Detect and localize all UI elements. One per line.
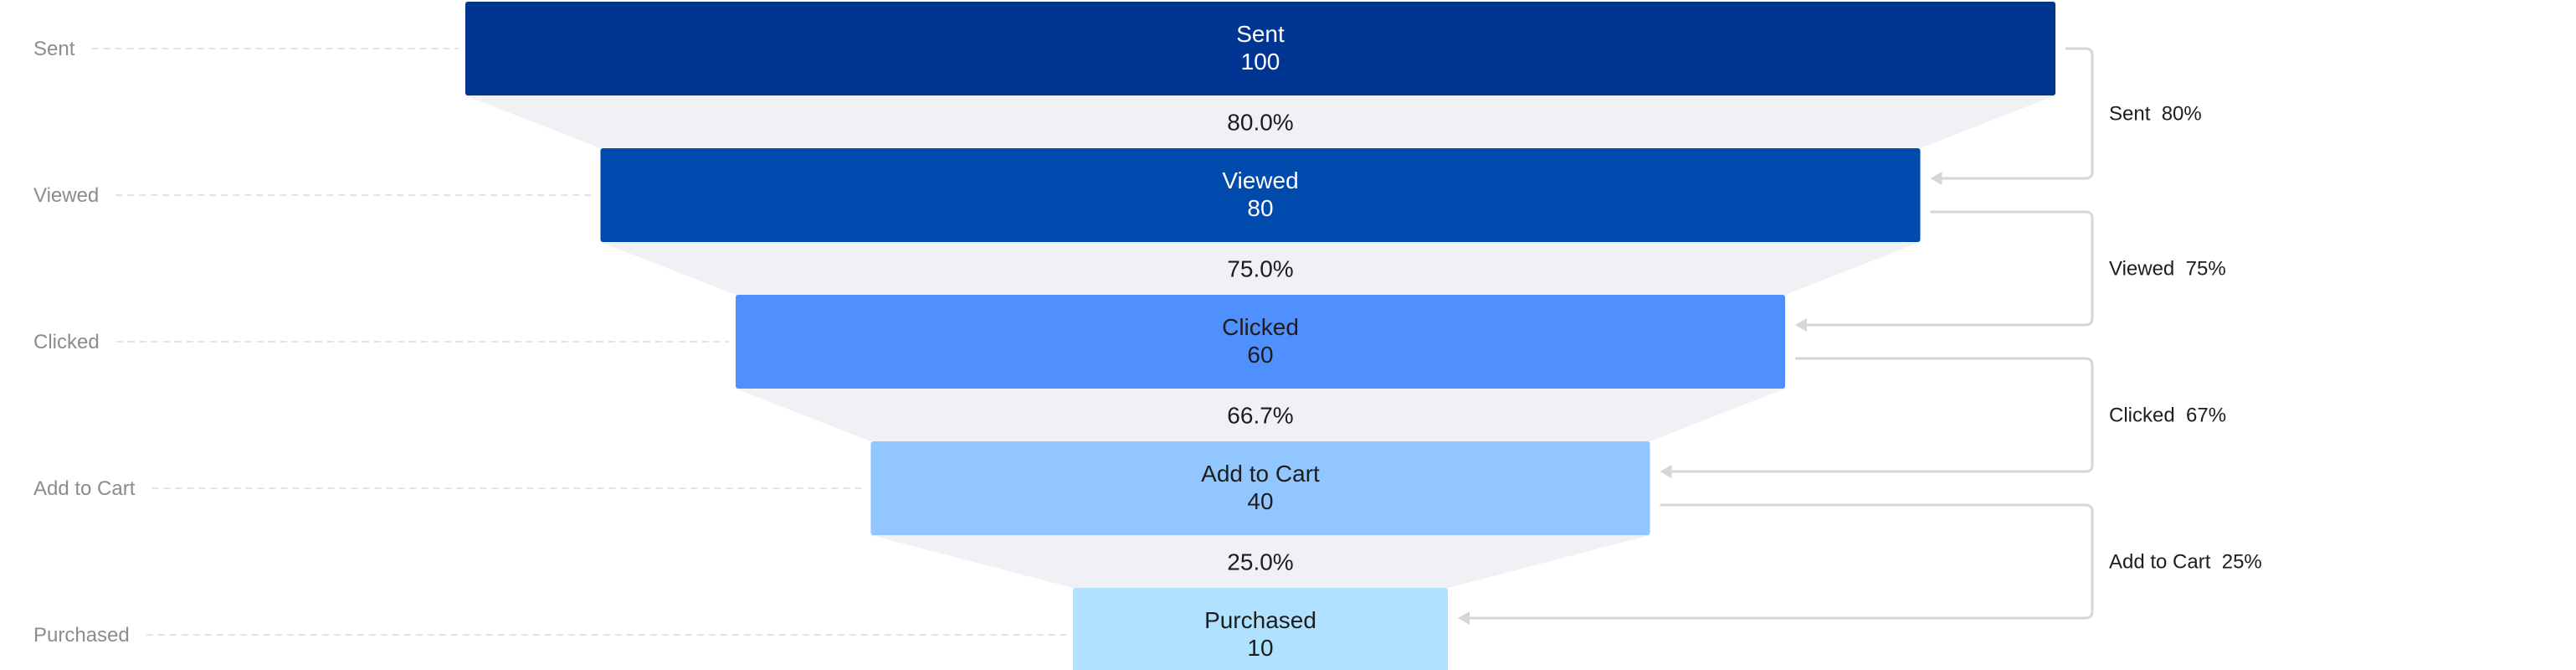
side-arrow-add-to-cart xyxy=(1468,503,2094,620)
funnel-connectors xyxy=(465,95,2055,588)
conversion-label-3: 66.7% xyxy=(1227,403,1293,429)
bar-add-to-cart xyxy=(870,441,1650,535)
bar-label-viewed: Viewed xyxy=(1222,168,1298,193)
bar-value-sent: 100 xyxy=(1241,49,1280,75)
bar-label-clicked: Clicked xyxy=(1222,314,1299,340)
conversion-label-2: 75.0% xyxy=(1227,256,1293,282)
side-arrowhead-viewed xyxy=(1795,318,1807,332)
side-arrow-sent xyxy=(1940,47,2094,180)
connector-sent xyxy=(465,95,2055,148)
connector-clicked xyxy=(736,389,1785,441)
conversion-label-4: 25.0% xyxy=(1227,549,1293,575)
side-arrowhead-sent xyxy=(1930,172,1942,185)
bar-value-purchased: 10 xyxy=(1247,635,1273,661)
side-label-clicked: Clicked 67% xyxy=(2109,405,2226,427)
side-label-add-to-cart: Add to Cart 25% xyxy=(2109,551,2262,574)
bar-purchased xyxy=(1073,588,1448,670)
bar-viewed xyxy=(600,148,1921,242)
stage-guide-lines xyxy=(91,48,1066,636)
bar-label-add-to-cart: Add to Cart xyxy=(1201,461,1320,487)
side-arrow-clicked xyxy=(1670,357,2094,473)
conversion-labels: 80.0% 75.0% 66.7% 25.0% xyxy=(1227,110,1293,575)
side-label-viewed: Viewed 75% xyxy=(2109,258,2226,281)
bar-clicked xyxy=(736,295,1785,389)
bar-value-clicked: 60 xyxy=(1247,342,1273,368)
bar-value-add-to-cart: 40 xyxy=(1247,488,1273,514)
bar-label-sent: Sent xyxy=(1236,21,1285,47)
side-arrowhead-clicked xyxy=(1660,465,1672,478)
stage-label-add-to-cart: Add to Cart xyxy=(33,477,136,500)
stage-label-sent: Sent xyxy=(33,38,75,60)
stage-label-clicked: Clicked xyxy=(33,331,100,353)
stage-labels: Sent Viewed Clicked Add to Cart Purchased xyxy=(33,38,136,647)
bar-value-viewed: 80 xyxy=(1247,195,1273,221)
side-arrowhead-add-to-cart xyxy=(1458,611,1470,625)
side-arrow-viewed xyxy=(1805,210,2094,327)
connector-add-to-cart xyxy=(870,535,1650,588)
bar-label-purchased: Purchased xyxy=(1204,607,1316,633)
bar-sent xyxy=(465,2,2055,95)
stage-label-viewed: Viewed xyxy=(33,184,99,207)
conversion-label-1: 80.0% xyxy=(1227,110,1293,136)
stage-label-purchased: Purchased xyxy=(33,624,130,647)
connector-viewed xyxy=(600,242,1921,295)
side-conversion-arrows: Sent 80% Viewed 75% Clicked 67% Add to Cart… xyxy=(1458,47,2262,625)
side-label-sent: Sent 80% xyxy=(2109,103,2202,126)
